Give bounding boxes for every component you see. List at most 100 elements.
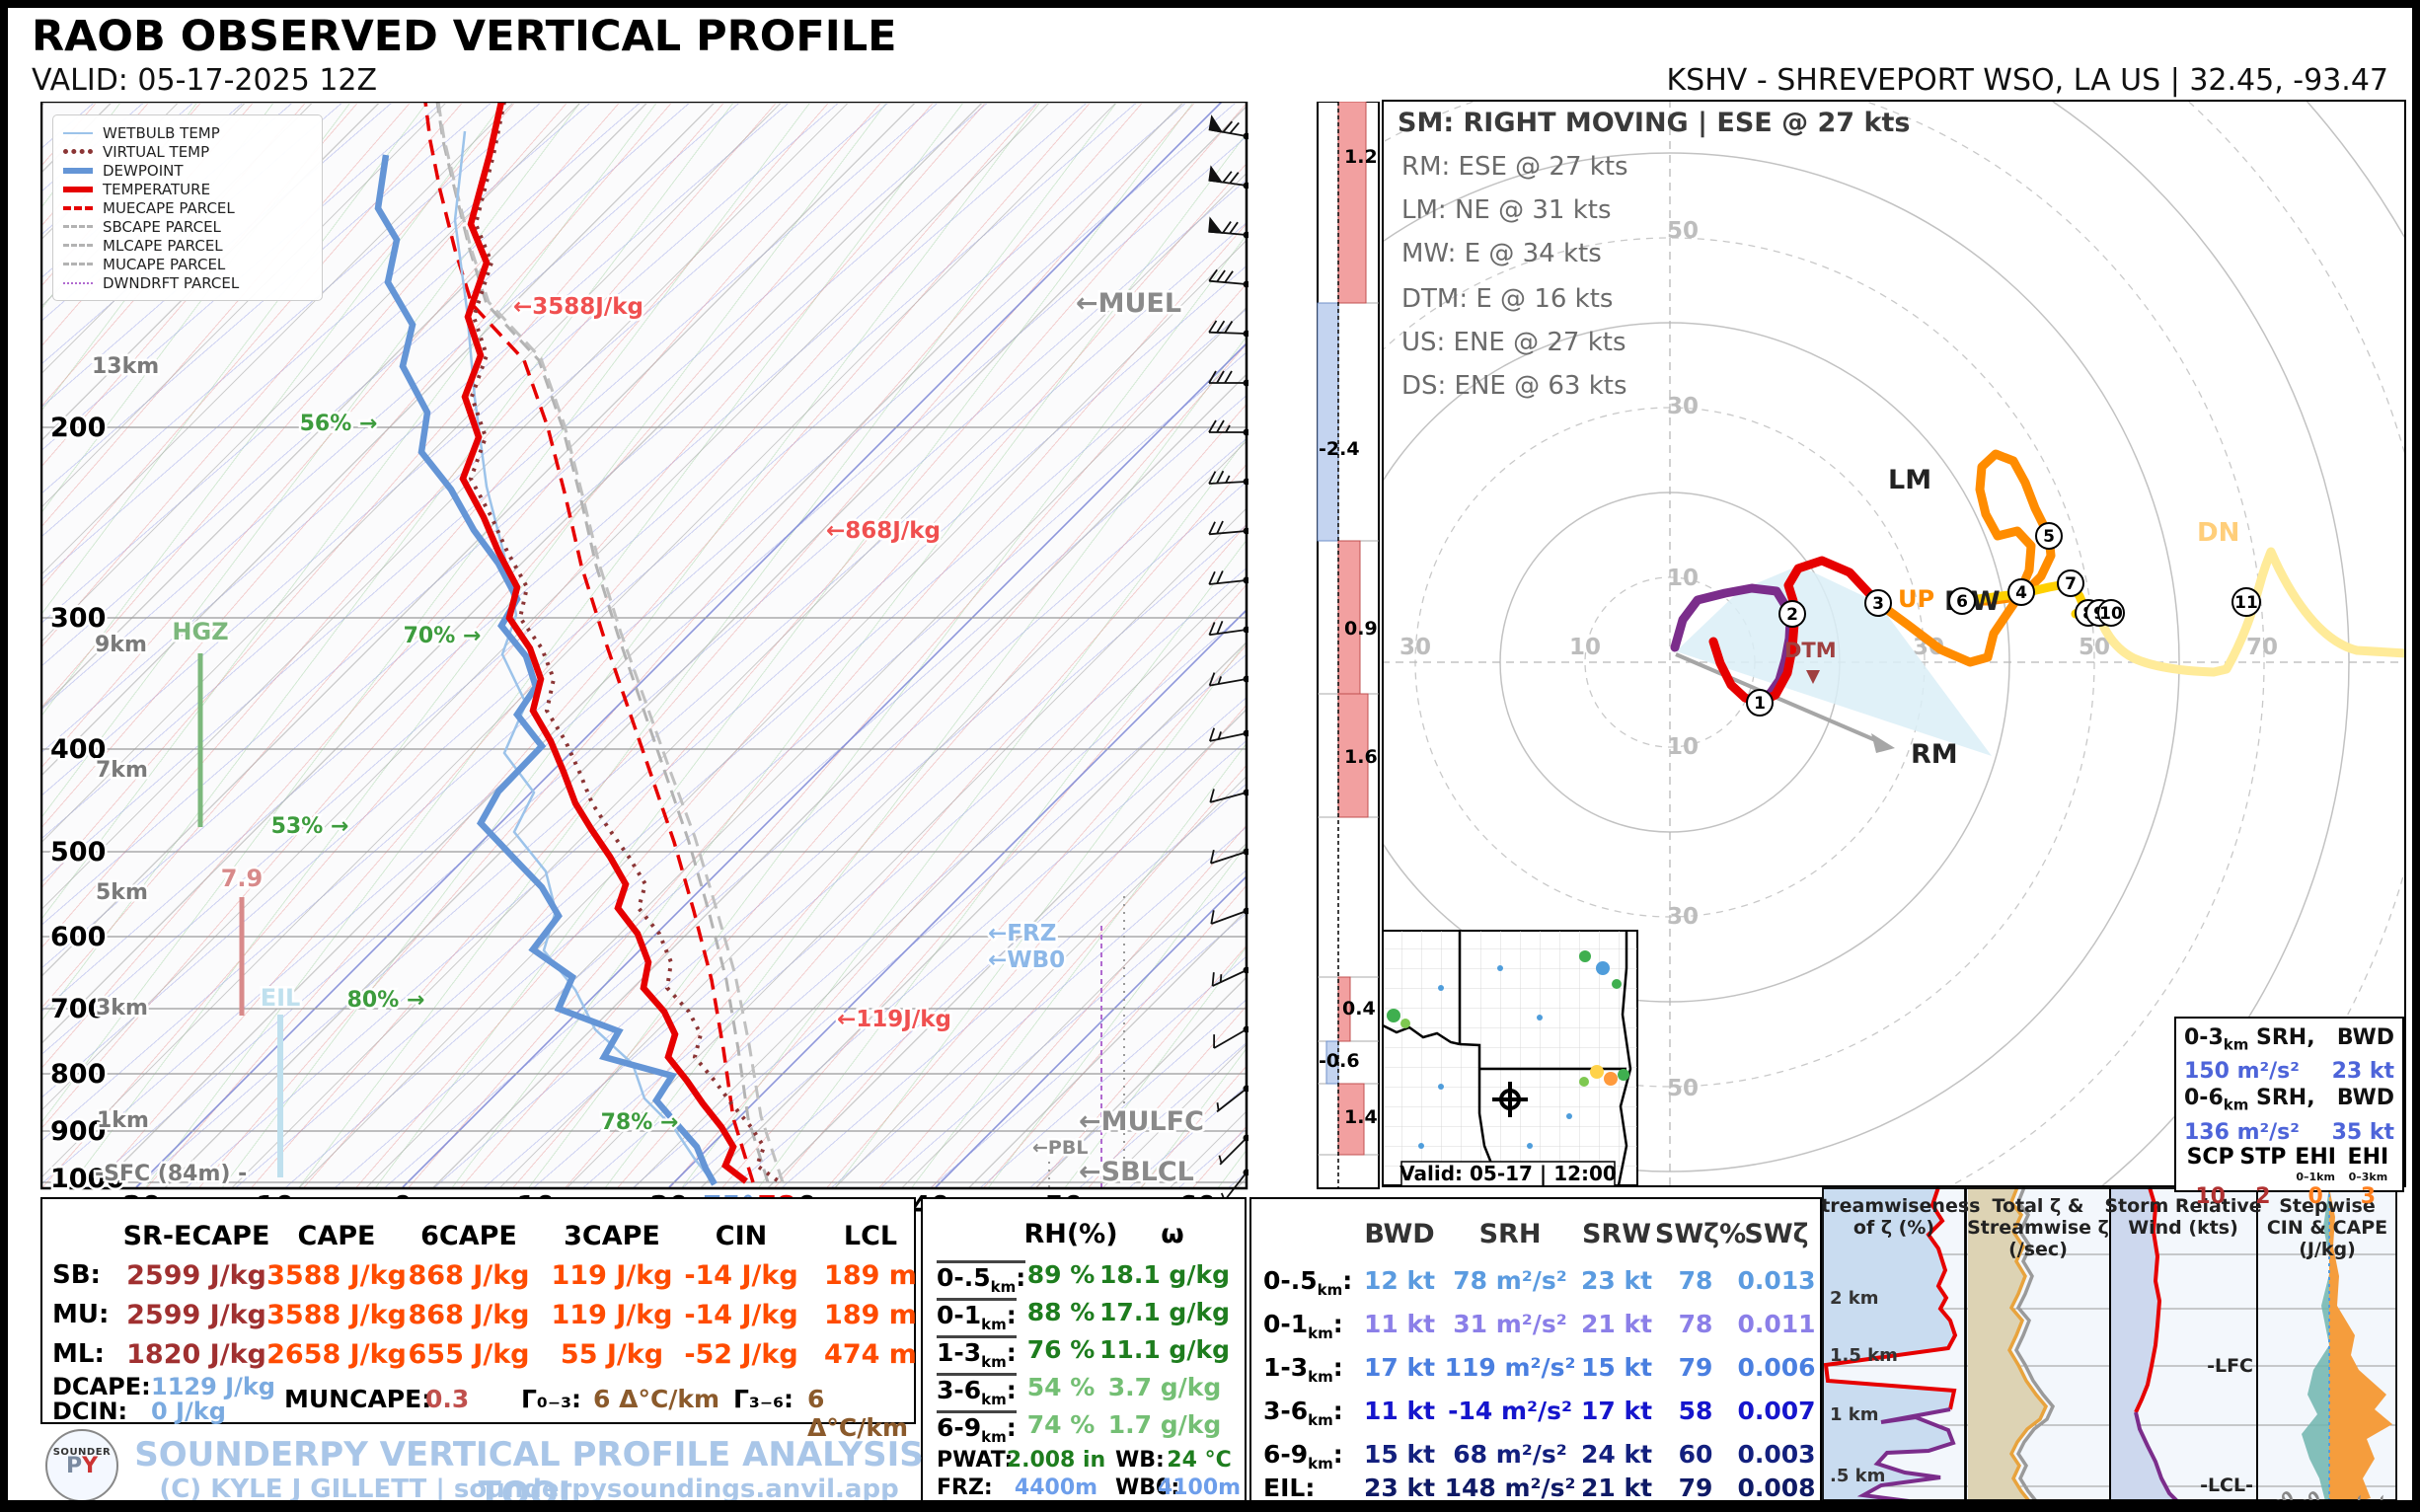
bwd-0-6: 35 kt	[2331, 1119, 2394, 1145]
svg-text:Wind (kts): Wind (kts)	[2128, 1217, 2238, 1239]
dtm-marker	[1806, 670, 1820, 684]
lapse-rate-0-3: 6 Δ°C/km	[593, 1385, 720, 1413]
stp-value: 2	[2255, 1183, 2271, 1209]
thermo-table: SR-ECAPE CAPE 6CAPE 3CAPE CIN LCL SB: 25…	[40, 1197, 917, 1442]
wb0-value: 4100m	[1157, 1475, 1242, 1500]
svg-text:-0.6: -0.6	[1319, 1050, 1360, 1072]
svg-text:1.2: 1.2	[1344, 146, 1378, 168]
scp-value: 10	[2195, 1183, 2226, 1209]
muel-label: ←MUEL	[1076, 288, 1181, 319]
dewpoint-line-icon	[63, 167, 93, 174]
map-inset: Valid: 05-17 | 12:00	[1382, 930, 1638, 1187]
ehi-0-1-value: 0	[2307, 1183, 2323, 1209]
svg-text:Streamwiseness: Streamwiseness	[1822, 1195, 1980, 1217]
surface-label: -SFC (84m) -	[95, 1162, 247, 1186]
svg-text:1km: 1km	[97, 1108, 149, 1133]
svg-text:Streamwise ζ: Streamwise ζ	[1967, 1217, 2109, 1239]
svg-text:3km: 3km	[96, 996, 148, 1021]
svg-text:US: ENE @ 27 kts: US: ENE @ 27 kts	[1401, 328, 1626, 357]
pressure-axis: 200 300 400 500 600 700 800 900 1000	[48, 411, 127, 1197]
svg-text:11: 11	[2234, 593, 2258, 613]
advection-values: 1.2 -2.4 0.9 1.6 0.4 -0.6 1.4	[1319, 146, 1378, 1128]
virtual-temp-line-icon	[63, 149, 93, 154]
hodograph-border	[1382, 100, 2406, 1187]
srh-0-3: 150 m²/s²	[2184, 1059, 2300, 1085]
svg-text:MW: E @ 34 kts: MW: E @ 34 kts	[1401, 239, 1602, 268]
svg-text:2 km: 2 km	[1830, 1288, 1879, 1309]
mlcape-parcel-trace	[436, 102, 785, 1183]
lfc-label: -LFC	[2207, 1355, 2253, 1377]
panel-srw: -LFC -LCL-	[2110, 1187, 2253, 1500]
up-label: UP	[1898, 585, 1934, 613]
altitude-labels: 13km 9km 7km 5km 3km 1km -SFC (84m) -	[90, 352, 250, 1189]
svg-text:1000: 1000	[50, 1164, 124, 1194]
rm-label: RM	[1911, 739, 1958, 770]
frz-label: ←FRZ	[988, 921, 1056, 946]
svg-text:9km: 9km	[95, 633, 147, 657]
svg-text:(/sec): (/sec)	[2008, 1239, 2068, 1260]
svg-text:0: 0	[2316, 1498, 2339, 1512]
svg-text:-2.4: -2.4	[1319, 438, 1360, 460]
svg-text:53% →: 53% →	[271, 814, 349, 839]
svg-text:.05: .05	[2074, 1501, 2103, 1512]
svg-text:5: 5	[2043, 527, 2055, 547]
panel-total-zeta	[1968, 1187, 2056, 1500]
svg-text:.5 km: .5 km	[1830, 1466, 1885, 1486]
eil-label: EIL	[261, 984, 301, 1012]
lapse-rate-label: 7.9	[221, 865, 264, 892]
svg-text:1K: 1K	[2341, 1492, 2374, 1512]
svg-text:1.5 km: 1.5 km	[1830, 1345, 1898, 1366]
legend-item: MUCAPE PARCEL	[63, 255, 312, 273]
dwndrft-line-icon	[63, 281, 93, 284]
mini-panels: 2 km 1.5 km 1 km .5 km -LFC -LCL-	[1822, 1187, 2397, 1512]
panel-streamwiseness: 2 km 1.5 km 1 km .5 km	[1822, 1187, 1958, 1500]
brand-text: SOUNDERPY VERTICAL PROFILE ANALYSIS TOOL	[134, 1435, 924, 1512]
wind-barb-column	[1206, 115, 1248, 1205]
ehi-0-3-value: 3	[2360, 1183, 2377, 1209]
mulfc-label: ←MULFC	[1079, 1106, 1204, 1137]
svg-text:30: 30	[2200, 1501, 2224, 1512]
svg-text:13km: 13km	[92, 354, 159, 379]
svg-text:7km: 7km	[96, 758, 148, 783]
legend-item: VIRTUAL TEMP	[63, 142, 312, 161]
svg-text:30: 30	[1667, 904, 1699, 930]
svg-text:0.9: 0.9	[1344, 618, 1378, 640]
advection-bars	[1317, 102, 1369, 1156]
svg-text:90: 90	[1928, 1501, 1952, 1512]
kinematics-table: BWD SRH SRW SWζ% SWζ 0-.5km: 12 kt 78 m²…	[1249, 1197, 1822, 1500]
muecape-parcel-trace	[423, 102, 755, 1183]
svg-text:RM: ESE @ 27 kts: RM: ESE @ 27 kts	[1401, 152, 1628, 182]
svg-text:LM: NE @ 31 kts: LM: NE @ 31 kts	[1401, 195, 1612, 225]
sbcape-line-icon	[63, 225, 93, 228]
svg-text:50: 50	[1667, 218, 1699, 244]
svg-text:30: 30	[1667, 394, 1699, 419]
wb0-label: ←WB0	[988, 947, 1065, 973]
svg-text:50: 50	[2079, 635, 2110, 660]
wb-value: 24 °C	[1167, 1448, 1232, 1473]
legend-item: DWNDRFT PARCEL	[63, 273, 312, 292]
svg-text:1.4: 1.4	[1344, 1106, 1378, 1128]
valid-time: VALID: 05-17-2025 12Z	[32, 63, 378, 98]
svg-text:78% →: 78% →	[601, 1110, 679, 1135]
pwat-value: 2.008 in	[1006, 1448, 1106, 1473]
svg-text:5km: 5km	[96, 880, 148, 905]
lm-label: LM	[1888, 465, 1931, 495]
svg-text:2: 2	[1786, 605, 1798, 625]
sm-line: SM: RIGHT MOVING | ESE @ 27 kts	[1398, 108, 1910, 138]
moisture-table: RH(%) ω 0-.5km: 89 % 18.1 g/kg 0-1km: 88…	[921, 1197, 1247, 1500]
svg-text:DS: ENE @ 63 kts: DS: ENE @ 63 kts	[1401, 371, 1627, 401]
svg-text:10: 10	[2099, 604, 2123, 624]
cape-annotations: ←3588J/kg ←868J/kg ←119J/kg	[511, 292, 954, 1035]
svg-text:70: 70	[2246, 635, 2278, 660]
muncape-value: 0.3	[425, 1385, 470, 1413]
sblcl-label: ←SBLCL	[1079, 1157, 1194, 1187]
muecape-line-icon	[63, 205, 93, 210]
svg-text:1: 1	[1754, 694, 1766, 714]
freezing-annotations: ←FRZ ←WB0	[986, 919, 1068, 976]
footer: SOUNDER PY SOUNDERPY VERTICAL PROFILE AN…	[40, 1427, 924, 1500]
svg-text:7: 7	[2065, 574, 2077, 594]
svg-text:70% →: 70% →	[404, 624, 482, 648]
svg-text:10: 10	[1667, 566, 1699, 591]
